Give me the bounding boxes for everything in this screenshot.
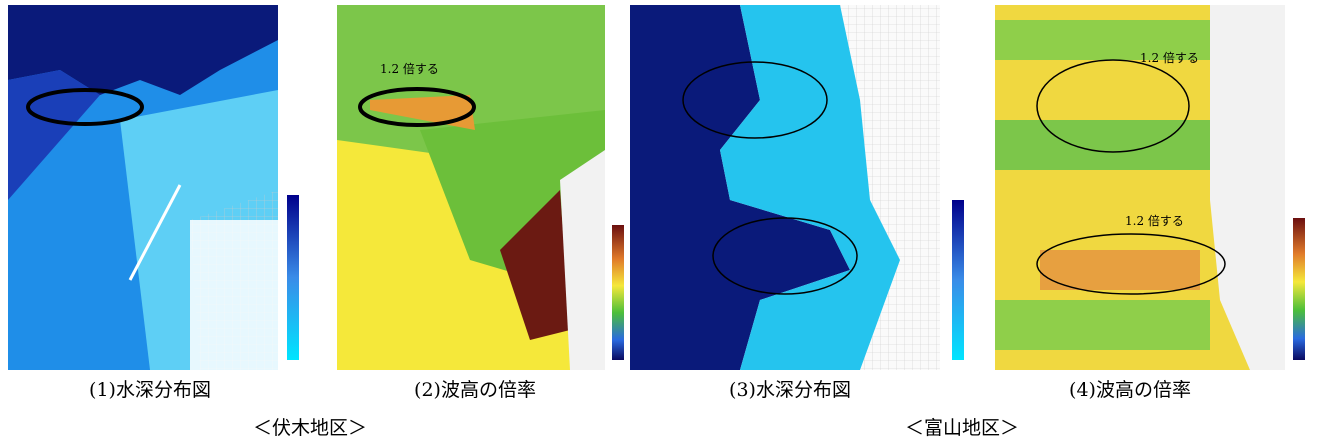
caption: (3)水深分布図	[729, 379, 851, 401]
panel-2: 1.2 倍する	[337, 5, 624, 370]
caption: (4)波高の倍率	[1069, 379, 1191, 401]
annotation: 1.2 倍する	[1125, 213, 1184, 228]
panel-4: 1.2 倍する 1.2 倍する	[995, 5, 1305, 370]
group-label: ＜伏木地区＞	[253, 417, 367, 439]
panel-3	[630, 5, 964, 370]
caption: (1)水深分布図	[89, 379, 211, 401]
group-label: ＜富山地区＞	[905, 417, 1019, 439]
annotation: 1.2 倍する	[1140, 50, 1199, 65]
caption: (2)波高の倍率	[414, 379, 536, 401]
panel-1	[8, 5, 299, 370]
annotation: 1.2 倍する	[380, 61, 439, 76]
figure: 1.2 倍する 1.2 倍する 1.2 倍する (1)水深分布図 (2)波高の倍…	[0, 0, 1323, 446]
